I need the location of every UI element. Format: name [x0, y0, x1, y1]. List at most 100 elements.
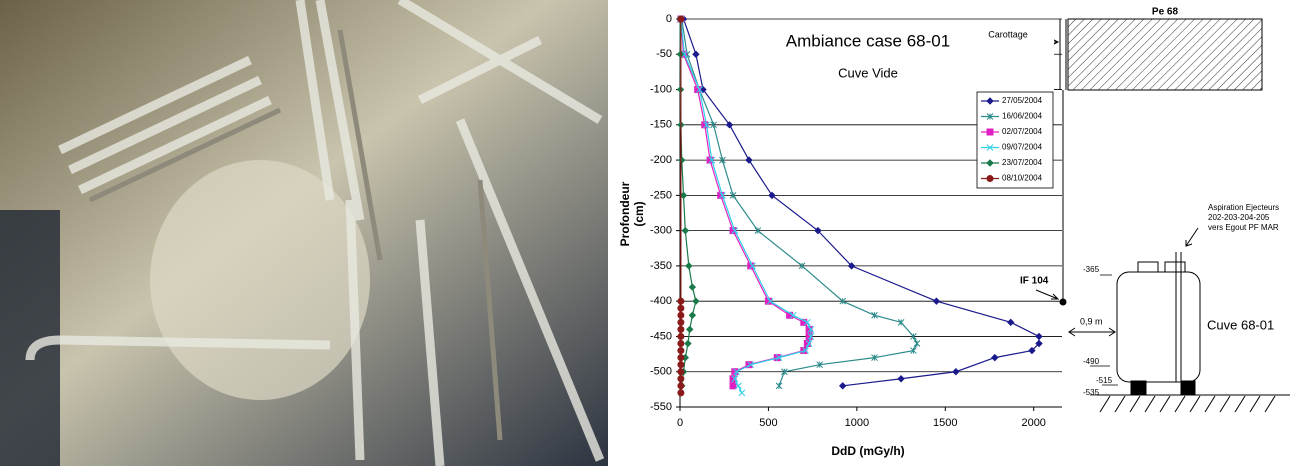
point: [719, 192, 726, 199]
annotation: Aspiration Ejecteurs: [1208, 203, 1279, 212]
point: [745, 156, 753, 164]
point: [677, 15, 685, 23]
y-axis-label: (cm): [632, 201, 646, 226]
point: [932, 297, 941, 305]
point: [910, 333, 917, 340]
point: [719, 156, 726, 164]
point: [807, 326, 815, 333]
legend-label: 08/10/2004: [1002, 174, 1043, 183]
point: [708, 156, 716, 164]
title-box: [684, 22, 1054, 92]
point: [701, 121, 709, 129]
y-tick-label: -200: [650, 154, 672, 166]
point: [897, 375, 905, 383]
point: [816, 361, 824, 369]
point: [677, 297, 685, 305]
legend-label: 09/07/2004: [1002, 143, 1043, 152]
point: [1035, 332, 1043, 341]
legend: 27/05/2004 16/06/2004 02/07/2004 09/07/2004…: [976, 91, 1054, 189]
point: [729, 192, 737, 199]
point: [754, 227, 762, 234]
legend-box: [976, 91, 1054, 189]
legend-label: 23/07/2004: [1002, 158, 1043, 167]
y-tick-label: -500: [650, 366, 672, 378]
chart-title: Ambiance case 68-01: [786, 31, 950, 50]
point: [871, 354, 878, 361]
point: [703, 121, 710, 129]
point: [688, 311, 697, 319]
point: [677, 361, 685, 369]
chart-subtitle: Cuve Vide: [838, 65, 898, 80]
point: [775, 382, 783, 390]
annotation: IF 104: [1020, 276, 1049, 287]
legend-label: 02/07/2004: [1002, 127, 1043, 136]
y-tick-label: -400: [650, 295, 672, 307]
point: [747, 361, 755, 369]
point: [685, 262, 693, 270]
y-tick-label: -300: [650, 225, 672, 237]
point: [847, 262, 856, 270]
legend-label: 27/05/2004: [1002, 96, 1043, 105]
y-tick-label: -350: [650, 260, 672, 272]
point: [677, 311, 685, 319]
x-tick-label: 2000: [1021, 417, 1045, 429]
point: [991, 353, 999, 362]
legend-marker: [986, 113, 994, 120]
x-tick-label: 1000: [845, 417, 869, 429]
point: [681, 226, 690, 235]
point: [735, 382, 742, 390]
point: [1028, 346, 1036, 355]
point: [805, 340, 813, 347]
point: [679, 191, 688, 200]
point: [731, 375, 739, 383]
annotation: vers Egout PF MAR: [1208, 223, 1279, 232]
photo: [0, 0, 608, 467]
point: [681, 50, 688, 58]
x-tick-label: 1500: [933, 417, 957, 429]
point: [775, 354, 783, 361]
point: [731, 227, 739, 234]
point: [798, 262, 806, 270]
point: [677, 375, 685, 383]
point: [1007, 318, 1015, 327]
point: [913, 340, 921, 347]
point: [789, 311, 797, 319]
point: [803, 318, 811, 326]
legend-marker: [986, 97, 994, 105]
y-axis-label: Profondeur: [618, 181, 632, 246]
y-tick-label: -150: [650, 119, 672, 131]
point: [717, 191, 725, 199]
x-tick-label: 0: [677, 417, 683, 429]
point: [677, 354, 685, 362]
point: [729, 382, 737, 390]
point: [677, 340, 685, 348]
point: [749, 262, 756, 270]
point: [692, 50, 700, 58]
point: [686, 325, 694, 334]
point: [729, 227, 737, 235]
point: [677, 347, 685, 355]
point: [838, 382, 847, 390]
point: [677, 382, 685, 390]
point: [766, 297, 774, 305]
point: [688, 283, 697, 291]
point: [677, 304, 685, 312]
legend-label: 16/06/2004: [1002, 112, 1043, 121]
point: [692, 297, 700, 305]
annotation: Cuve 68-01: [1207, 317, 1274, 332]
point: [725, 121, 734, 129]
point: [677, 318, 685, 326]
point: [677, 325, 685, 333]
x-tick-label: 500: [759, 417, 777, 429]
y-tick-label: 0: [666, 13, 672, 25]
y-tick-label: -450: [650, 330, 672, 342]
point: [696, 86, 703, 93]
point: [1035, 339, 1043, 348]
legend-marker: [986, 175, 994, 182]
point: [677, 332, 685, 340]
point: [897, 318, 905, 326]
series-line: [681, 18, 918, 387]
annotation: Carottage: [988, 29, 1028, 39]
point: [839, 297, 847, 305]
y-tick-label: -550: [650, 401, 672, 413]
